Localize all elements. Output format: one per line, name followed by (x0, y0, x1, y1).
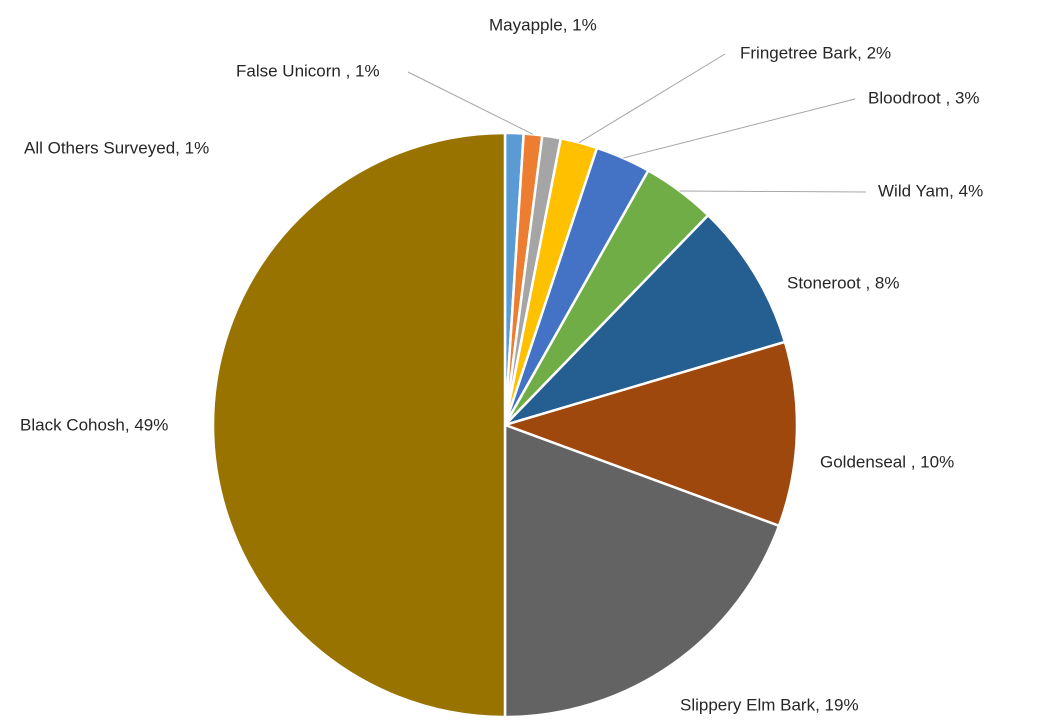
pie-slice-goldenseal (503, 340, 799, 528)
slice-labels: All Others Surveyed, 1% False Unicorn , 1… (20, 15, 983, 714)
leader-line-bloodroot (623, 98, 856, 159)
slice-label-bloodroot: Bloodroot , 3% (868, 88, 980, 107)
slice-label-stoneroot: Stoneroot , 8% (787, 273, 899, 292)
leader-line-fringetree-bark (578, 53, 726, 143)
leader-line-false-unicorn (407, 71, 534, 135)
pie-slice-stoneroot (503, 213, 787, 427)
slice-label-fringetree-bark: Fringetree Bark, 2% (740, 43, 891, 62)
slice-label-mayapple: Mayapple, 1% (489, 15, 597, 34)
leader-line-wild-yam (679, 190, 867, 193)
slice-label-all-others-surveyed: All Others Surveyed, 1% (24, 138, 209, 157)
pie-slices (211, 131, 799, 719)
pie-slice-slippery-elm-bark (503, 423, 781, 719)
pie-slice-black-cohosh (211, 131, 507, 719)
slice-label-false-unicorn: False Unicorn , 1% (236, 61, 380, 80)
slice-label-black-cohosh: Black Cohosh, 49% (20, 415, 168, 434)
slice-label-goldenseal: Goldenseal , 10% (820, 452, 954, 471)
slice-label-wild-yam: Wild Yam, 4% (878, 181, 983, 200)
slice-label-slippery-elm-bark: Slippery Elm Bark, 19% (680, 695, 859, 714)
leader-lines (407, 53, 867, 193)
